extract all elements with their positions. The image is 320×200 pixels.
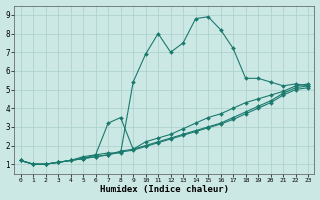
X-axis label: Humidex (Indice chaleur): Humidex (Indice chaleur) [100,185,229,194]
